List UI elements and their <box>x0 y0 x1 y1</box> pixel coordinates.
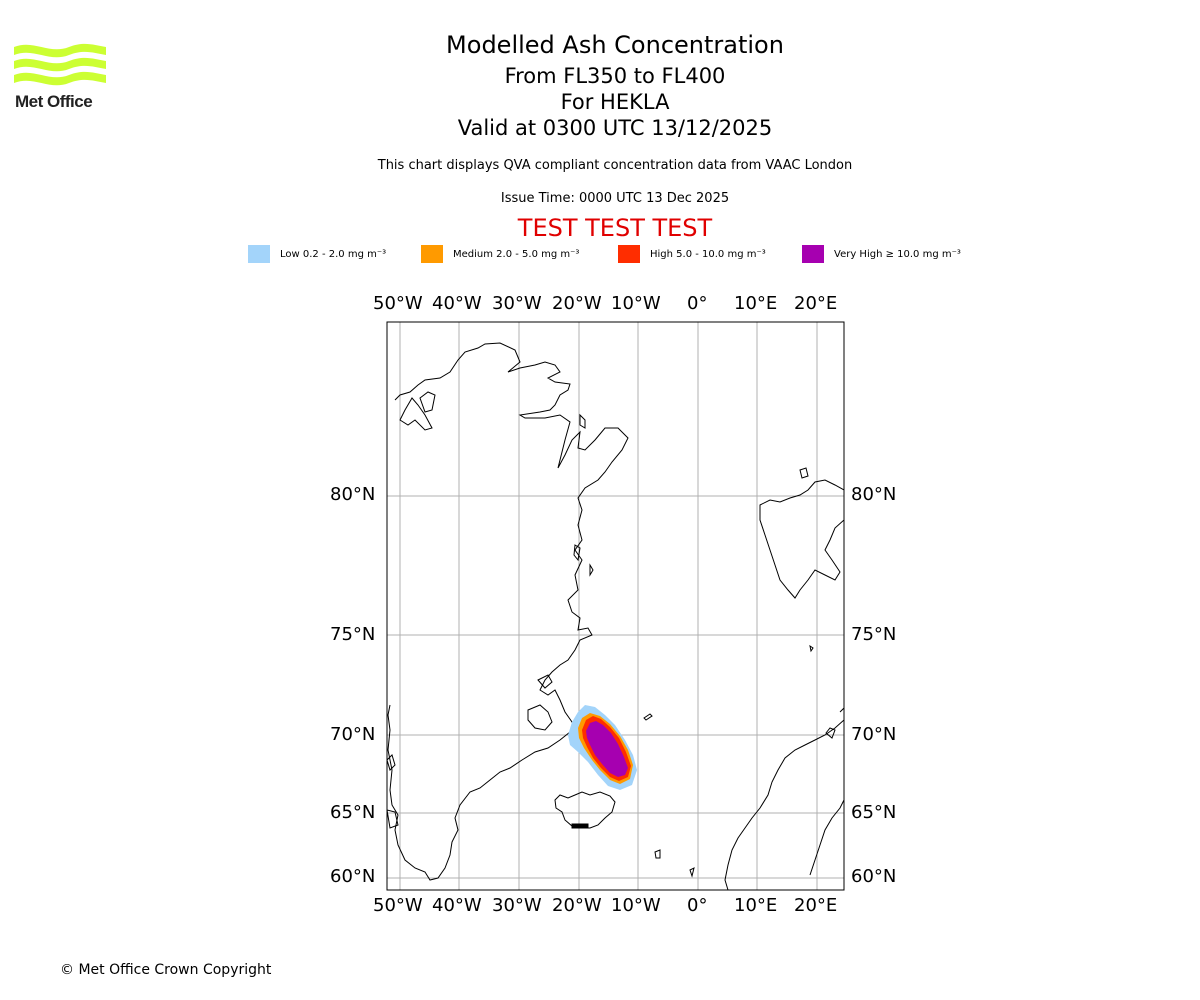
legend-item-low: Low 0.2 - 2.0 mg m⁻³ <box>248 244 386 264</box>
legend-item-very-high: Very High ≥ 10.0 mg m⁻³ <box>802 244 961 264</box>
legend-swatch-medium <box>421 245 443 263</box>
legend-swatch-very-high <box>802 245 824 263</box>
lon-label-top-30w: 30°W <box>492 293 542 314</box>
lat-label-right-80n: 80°N <box>851 484 897 505</box>
lon-label-bottom-10e: 10°E <box>734 895 778 916</box>
greenland-coastline <box>387 342 629 881</box>
lon-label-top-20e: 20°E <box>794 293 838 314</box>
lon-label-bottom-30w: 30°W <box>492 895 542 916</box>
lat-label-left-70n: 70°N <box>330 724 376 745</box>
lon-label-bottom-0: 0° <box>687 895 708 916</box>
lon-label-top-10e: 10°E <box>734 293 778 314</box>
lon-label-bottom-20e: 20°E <box>794 895 838 916</box>
met-office-logo <box>14 43 106 86</box>
lat-label-left-75n: 75°N <box>330 624 376 645</box>
legend-label-low: Low 0.2 - 2.0 mg m⁻³ <box>280 248 387 260</box>
lat-label-right-70n: 70°N <box>851 724 897 745</box>
lon-label-top-50w: 50°W <box>373 293 423 314</box>
chart-title: Modelled Ash Concentration <box>446 31 784 59</box>
map-border <box>386 321 845 891</box>
legend-swatch-low <box>248 245 270 263</box>
iceland-coastline <box>554 791 616 829</box>
test-banner: TEST TEST TEST <box>517 214 713 242</box>
logo-text: Met Office <box>15 92 93 111</box>
scandinavia-coastline <box>724 719 844 890</box>
lat-label-left-65n: 65°N <box>330 802 376 823</box>
legend-item-medium: Medium 2.0 - 5.0 mg m⁻³ <box>421 244 579 264</box>
svalbard-coastline <box>759 479 844 599</box>
legend-label-high: High 5.0 - 10.0 mg m⁻³ <box>650 248 766 260</box>
ash-plume <box>568 705 637 790</box>
lon-label-top-10w: 10°W <box>611 293 661 314</box>
copyright-notice: © Met Office Crown Copyright <box>60 962 272 978</box>
valid-time: Valid at 0300 UTC 13/12/2025 <box>457 116 773 140</box>
lon-label-bottom-10w: 10°W <box>611 895 661 916</box>
legend-label-medium: Medium 2.0 - 5.0 mg m⁻³ <box>453 248 580 260</box>
lon-label-top-20w: 20°W <box>552 293 602 314</box>
map-gridlines <box>387 322 844 890</box>
lon-label-top-40w: 40°W <box>432 293 482 314</box>
issue-time: Issue Time: 0000 UTC 13 Dec 2025 <box>500 191 730 206</box>
chart-description: This chart displays QVA compliant concen… <box>377 158 853 173</box>
lon-label-top-0: 0° <box>687 293 708 314</box>
lat-label-left-80n: 80°N <box>330 484 376 505</box>
ash-very-high-concentration <box>586 721 628 777</box>
legend-label-very-high: Very High ≥ 10.0 mg m⁻³ <box>834 248 961 260</box>
lat-label-right-65n: 65°N <box>851 802 897 823</box>
volcano-name: For HEKLA <box>560 90 670 114</box>
lat-label-right-75n: 75°N <box>851 624 897 645</box>
legend-swatch-high <box>618 245 640 263</box>
legend-item-high: High 5.0 - 10.0 mg m⁻³ <box>618 244 766 264</box>
lon-label-bottom-50w: 50°W <box>373 895 423 916</box>
lat-label-left-60n: 60°N <box>330 866 376 887</box>
coastlines <box>387 342 844 890</box>
lat-label-right-60n: 60°N <box>851 866 897 887</box>
lon-label-bottom-40w: 40°W <box>432 895 482 916</box>
flight-levels: From FL350 to FL400 <box>504 64 726 88</box>
lon-label-bottom-20w: 20°W <box>552 895 602 916</box>
